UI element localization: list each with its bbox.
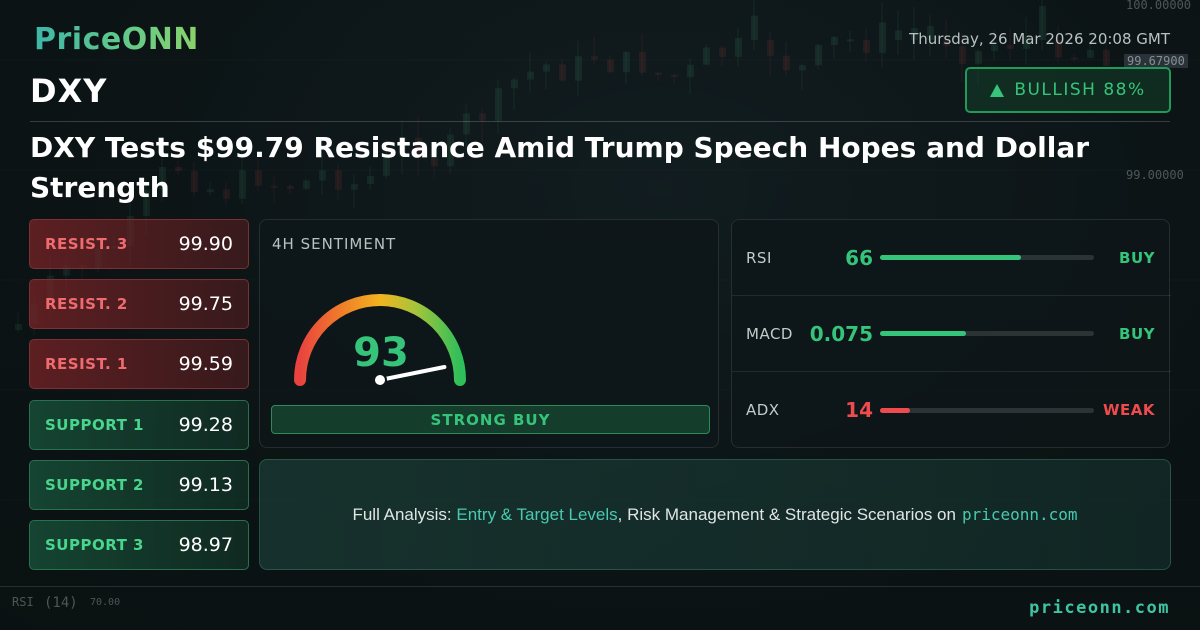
cta-prefix: Full Analysis: [352,504,457,524]
level-support-2: SUPPORT 2 99.13 [29,459,249,510]
bg-price-label-top: 100.00000 [1126,0,1192,12]
cta-site-link[interactable]: priceonn.com [961,505,1078,524]
bg-rsi-period: (14) [44,595,78,611]
gauge-pivot [373,373,387,387]
indicator-value: 14 [845,398,873,422]
sentiment-title: 4H SENTIMENT [272,235,397,253]
indicator-bar-track [880,255,1094,260]
level-label: SUPPORT 1 [45,415,144,434]
up-triangle-icon [990,83,1005,97]
indicator-bar-fill [880,407,910,413]
priceonn-logo[interactable]: PriceONN [34,22,199,57]
sentiment-signal: STRONG BUY [271,405,710,434]
ticker-symbol: DXY [30,72,108,110]
indicator-bar-fill [880,331,966,336]
level-value: 99.59 [178,353,233,376]
indicator-bar-track [880,331,1094,336]
indicator-signal: WEAK [1102,401,1155,419]
gauge-arc [294,294,466,386]
level-label: RESIST. 2 [45,295,128,314]
indicators-panel: RSI 66 BUY MACD 0.075 BUY ADX 14 WEAK [731,219,1171,448]
headline: DXY Tests $99.79 Resistance Amid Trump S… [30,131,1090,204]
level-label: RESIST. 3 [45,235,128,253]
indicator-signal: BUY [1119,324,1155,343]
level-value: 98.97 [178,533,233,556]
indicator-name: MACD [746,324,793,343]
indicator-value: 0.075 [809,321,873,346]
sentiment-panel: 4H SENTIMENT 93 STRONG BUY [259,219,719,448]
level-value: 99.28 [178,413,233,436]
level-value: 99.13 [178,473,233,496]
sentiment-score: 93 [353,330,409,376]
levels-list: RESIST. 3 99.90 RESIST. 2 99.75 RESIST. … [29,219,249,580]
bias-badge: BULLISH 88% [965,67,1171,113]
indicator-bar-track [880,407,1094,413]
level-resist-1: RESIST. 1 99.59 [29,339,249,390]
footer-site-link[interactable]: priceonn.com [1029,598,1170,618]
bg-rsi-value: 70.00 [90,597,121,608]
indicator-value: 66 [845,245,873,270]
cta-middle: , Risk Management & Strategic Scenarios … [617,504,956,524]
timestamp: Thursday, 26 Mar 2026 20:08 GMT [909,30,1170,48]
bg-price-label-mid: 99.00000 [1126,168,1184,182]
level-resist-2: RESIST. 2 99.75 [29,279,249,330]
level-value: 99.75 [178,293,233,316]
bias-label: BULLISH 88% [1014,80,1146,100]
level-support-3: SUPPORT 3 98.97 [29,519,249,570]
indicator-name: ADX [746,401,780,419]
sentiment-gauge [294,294,466,387]
indicator-bar-fill [880,255,1022,260]
indicator-signal: BUY [1119,248,1155,267]
header-divider [30,121,1170,122]
level-label: SUPPORT 2 [45,475,144,494]
footer-divider [0,586,1200,587]
level-value: 99.90 [178,233,233,255]
indicator-row-adx: ADX 14 WEAK [732,372,1171,448]
indicator-row-macd: MACD 0.075 BUY [732,296,1171,372]
level-resist-3: RESIST. 3 99.90 [29,219,249,269]
indicator-row-rsi: RSI 66 BUY [732,220,1171,296]
full-analysis-banner[interactable]: Full Analysis: Entry & Target Levels , R… [259,459,1171,570]
indicator-name: RSI [746,248,772,267]
cta-highlight-link[interactable]: Entry & Target Levels [456,504,618,524]
level-label: RESIST. 1 [45,355,128,374]
bg-rsi-label: RSI [12,595,34,609]
level-support-1: SUPPORT 1 99.28 [29,399,249,450]
level-label: SUPPORT 3 [45,535,144,554]
bg-price-label-current: 99.67900 [1124,54,1188,68]
gauge-needle [378,365,447,382]
